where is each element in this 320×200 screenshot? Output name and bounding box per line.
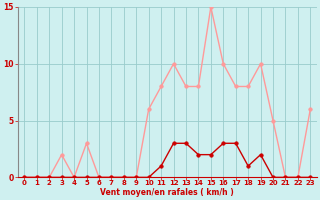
- X-axis label: Vent moyen/en rafales ( km/h ): Vent moyen/en rafales ( km/h ): [100, 188, 234, 197]
